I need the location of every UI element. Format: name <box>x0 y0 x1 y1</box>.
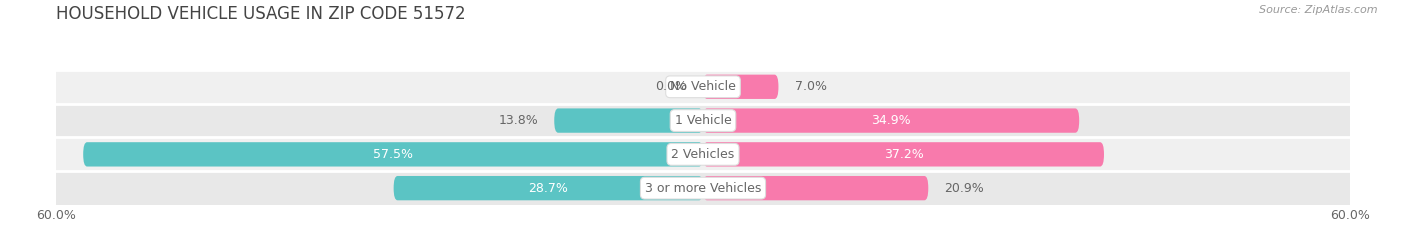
FancyBboxPatch shape <box>83 142 703 167</box>
Text: Source: ZipAtlas.com: Source: ZipAtlas.com <box>1260 5 1378 15</box>
Text: 0.0%: 0.0% <box>655 80 688 93</box>
FancyBboxPatch shape <box>703 176 928 200</box>
Text: 34.9%: 34.9% <box>872 114 911 127</box>
Bar <box>56 171 1350 205</box>
Bar <box>56 70 1350 104</box>
FancyBboxPatch shape <box>394 176 703 200</box>
Text: 13.8%: 13.8% <box>498 114 538 127</box>
Text: 57.5%: 57.5% <box>373 148 413 161</box>
FancyBboxPatch shape <box>554 108 703 133</box>
Text: 3 or more Vehicles: 3 or more Vehicles <box>645 182 761 195</box>
Text: HOUSEHOLD VEHICLE USAGE IN ZIP CODE 51572: HOUSEHOLD VEHICLE USAGE IN ZIP CODE 5157… <box>56 5 465 23</box>
Text: No Vehicle: No Vehicle <box>671 80 735 93</box>
Text: 20.9%: 20.9% <box>945 182 984 195</box>
Text: 28.7%: 28.7% <box>529 182 568 195</box>
Text: 37.2%: 37.2% <box>883 148 924 161</box>
FancyBboxPatch shape <box>703 108 1080 133</box>
Text: 7.0%: 7.0% <box>794 80 827 93</box>
Text: 1 Vehicle: 1 Vehicle <box>675 114 731 127</box>
Bar <box>56 137 1350 171</box>
Bar <box>56 104 1350 137</box>
Text: 2 Vehicles: 2 Vehicles <box>672 148 734 161</box>
FancyBboxPatch shape <box>703 75 779 99</box>
FancyBboxPatch shape <box>703 142 1104 167</box>
